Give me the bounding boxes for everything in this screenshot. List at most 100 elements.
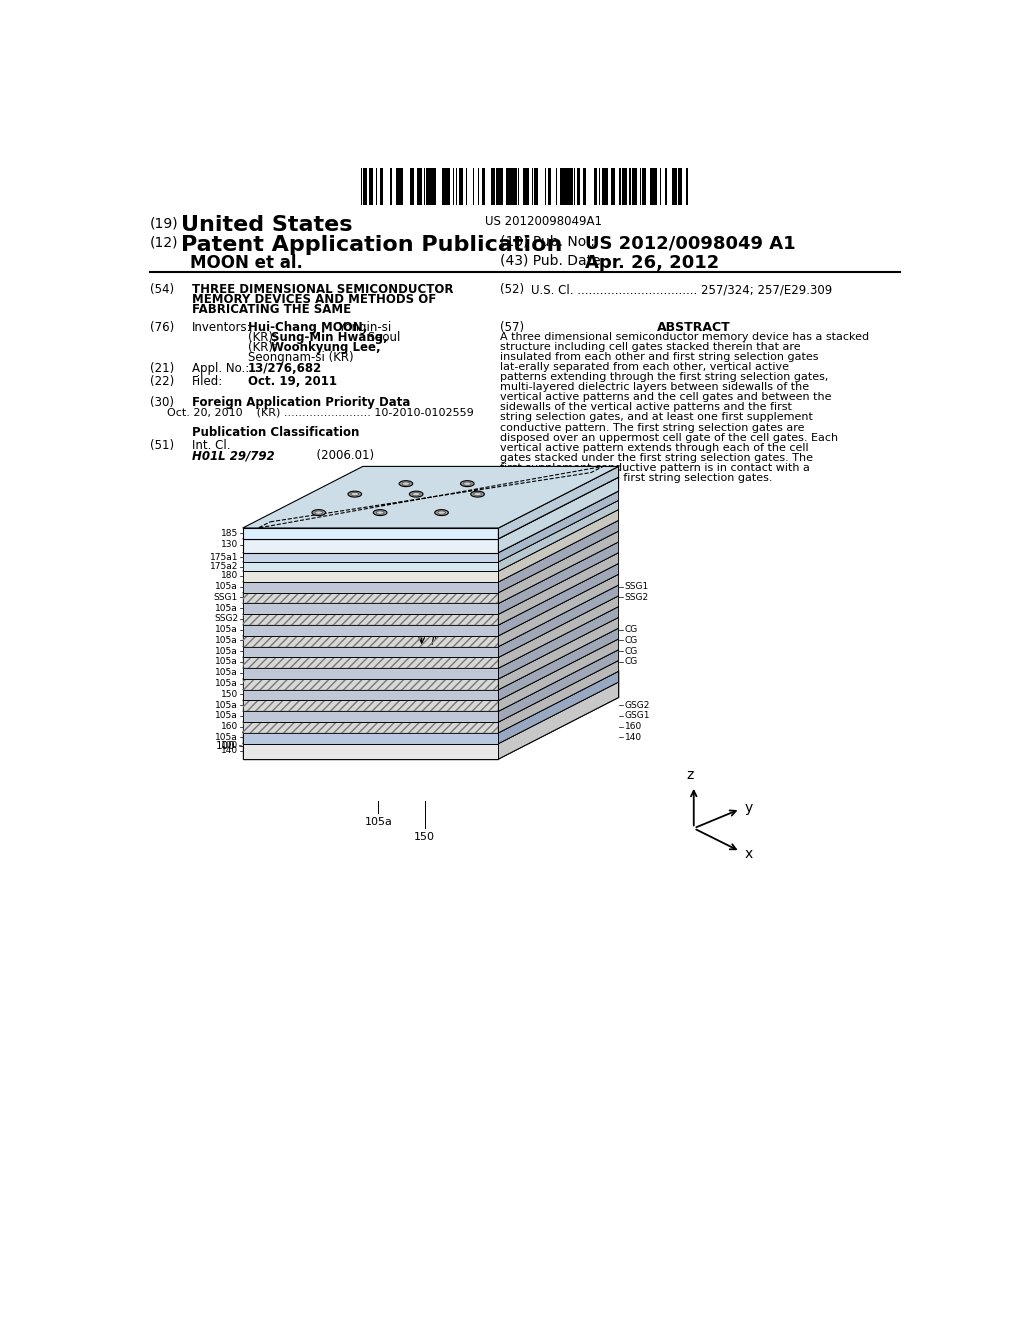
Polygon shape (243, 626, 499, 636)
Polygon shape (499, 660, 618, 733)
Text: (54): (54) (150, 284, 174, 296)
Text: 140: 140 (221, 746, 238, 755)
Polygon shape (499, 510, 618, 582)
Text: 105a: 105a (215, 647, 238, 656)
Bar (500, 168, 503, 205)
Text: SSG2: SSG2 (214, 614, 238, 623)
Bar (535, 168, 536, 205)
Text: Int. Cl.: Int. Cl. (191, 440, 230, 453)
Text: Yongin-si: Yongin-si (335, 321, 391, 334)
Text: vertical active pattern extends through each of the cell: vertical active pattern extends through … (500, 442, 809, 453)
Text: BL: BL (447, 477, 462, 490)
Bar (473, 168, 474, 205)
Polygon shape (499, 466, 618, 539)
Bar (603, 168, 604, 205)
Polygon shape (243, 722, 499, 733)
Bar (443, 168, 445, 205)
Bar (413, 168, 414, 205)
Bar (536, 168, 538, 205)
Polygon shape (243, 649, 618, 711)
Polygon shape (499, 585, 618, 657)
Text: Oct. 20, 2010    (KR) ........................ 10-2010-0102559: Oct. 20, 2010 (KR) .....................… (167, 407, 473, 417)
Text: (2006.01): (2006.01) (280, 449, 374, 462)
Text: United States: United States (180, 215, 352, 235)
Text: SSG2: SSG2 (625, 593, 649, 602)
Polygon shape (499, 564, 618, 636)
Text: A three dimensional semiconductor memory device has a stacked: A three dimensional semiconductor memory… (500, 333, 869, 342)
Bar (675, 168, 676, 205)
Bar (396, 168, 397, 205)
Polygon shape (243, 639, 618, 701)
Bar (442, 168, 443, 205)
Ellipse shape (461, 480, 474, 487)
Text: MEMORY DEVICES AND METHODS OF: MEMORY DEVICES AND METHODS OF (191, 293, 436, 306)
Bar (430, 168, 432, 205)
Text: 100: 100 (221, 742, 238, 750)
Text: 185: 185 (221, 529, 238, 537)
Bar (672, 168, 674, 205)
Text: CG: CG (625, 647, 638, 656)
Text: sidewall of one of the first string selection gates.: sidewall of one of the first string sele… (500, 473, 772, 483)
Bar (687, 168, 688, 205)
Polygon shape (243, 553, 499, 562)
Bar (635, 168, 637, 205)
Polygon shape (243, 553, 618, 614)
Text: I: I (266, 560, 270, 573)
Text: Appl. No.:: Appl. No.: (191, 362, 249, 375)
Text: Filed:: Filed: (191, 375, 223, 388)
Bar (604, 168, 607, 205)
Bar (565, 168, 568, 205)
Bar (506, 168, 508, 205)
Bar (453, 168, 455, 205)
Polygon shape (243, 660, 618, 722)
Polygon shape (243, 531, 618, 593)
Text: Oct. 19, 2011: Oct. 19, 2011 (248, 375, 337, 388)
Polygon shape (243, 585, 618, 647)
Text: sidewalls of the vertical active patterns and the first: sidewalls of the vertical active pattern… (500, 403, 792, 412)
Text: FABRICATING THE SAME: FABRICATING THE SAME (191, 304, 350, 317)
Text: (76): (76) (150, 321, 174, 334)
Bar (461, 168, 463, 205)
Polygon shape (243, 628, 618, 689)
Text: 175a1: 175a1 (210, 553, 238, 562)
Polygon shape (499, 531, 618, 603)
Text: (22): (22) (150, 375, 174, 388)
Text: 150: 150 (415, 832, 435, 842)
Polygon shape (499, 671, 618, 743)
Bar (410, 168, 412, 205)
Ellipse shape (351, 492, 358, 496)
Text: (51): (51) (150, 440, 174, 453)
Bar (612, 168, 614, 205)
Text: 105a: 105a (215, 701, 238, 710)
Text: SSG1: SSG1 (625, 582, 649, 591)
Text: 150: 150 (221, 690, 238, 698)
Text: gates stacked under the first string selection gates. The: gates stacked under the first string sel… (500, 453, 813, 462)
Bar (459, 168, 461, 205)
Text: SSG1: SSG1 (214, 593, 238, 602)
Text: (KR);: (KR); (248, 331, 281, 345)
Bar (514, 168, 515, 205)
Ellipse shape (312, 510, 326, 516)
Text: 175a2: 175a2 (210, 562, 238, 572)
Bar (366, 168, 368, 205)
Polygon shape (243, 668, 499, 678)
Bar (508, 168, 509, 205)
Bar (523, 168, 526, 205)
Text: conductive pattern. The first string selection gates are: conductive pattern. The first string sel… (500, 422, 805, 433)
Bar (364, 168, 366, 205)
Text: 160: 160 (221, 722, 238, 731)
Text: string selection gates, and at least one first supplement: string selection gates, and at least one… (500, 412, 813, 422)
Text: 160: 160 (625, 722, 642, 731)
Bar (665, 168, 667, 205)
Text: Hui-Chang MOON,: Hui-Chang MOON, (248, 321, 368, 334)
Text: (12): (12) (150, 235, 178, 249)
Polygon shape (243, 733, 499, 743)
Text: y: y (744, 800, 753, 814)
Bar (449, 168, 450, 205)
Text: GSG2: GSG2 (625, 701, 650, 710)
Polygon shape (243, 528, 499, 539)
Bar (397, 168, 400, 205)
Text: 105a: 105a (215, 636, 238, 645)
Ellipse shape (437, 511, 445, 515)
Bar (655, 168, 656, 205)
